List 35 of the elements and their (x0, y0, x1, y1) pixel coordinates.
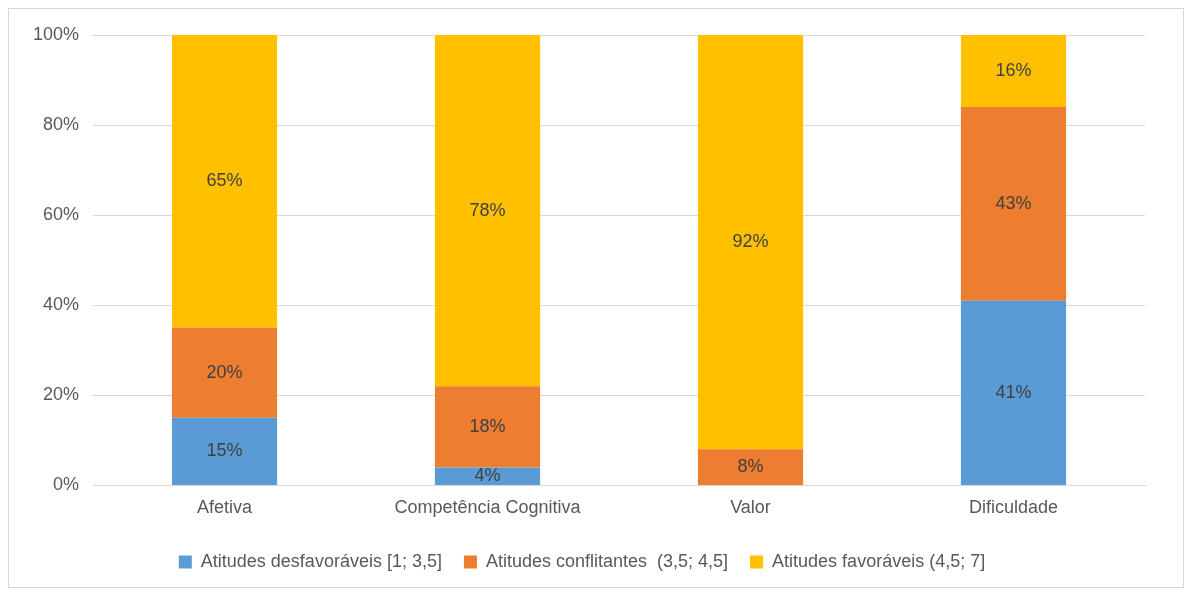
data-label: 65% (206, 170, 243, 191)
data-label: 15% (206, 440, 243, 461)
y-tick-label: 20% (43, 384, 80, 405)
bar (434, 386, 541, 468)
data-label: 16% (995, 60, 1032, 80)
bar (960, 35, 1067, 108)
y-tick-label: 80% (43, 114, 80, 135)
bar (697, 35, 804, 450)
x-tick-label: Valor (730, 497, 771, 518)
data-label: 43% (995, 192, 1032, 213)
data-label: 20% (206, 361, 243, 382)
bar (434, 467, 541, 485)
y-tick-label: 0% (53, 474, 80, 495)
bar (171, 417, 278, 485)
data-label: 8% (737, 456, 764, 477)
bar (960, 300, 1067, 485)
data-label: 4% (474, 465, 501, 486)
data-label: 41% (995, 381, 1032, 402)
bar (697, 449, 804, 485)
bar (960, 107, 1067, 301)
data-label: 78% (469, 199, 506, 220)
x-tick-label: Afetiva (197, 497, 254, 518)
x-tick-label: Competência Cognitiva (394, 497, 582, 518)
data-label: 18% (469, 415, 506, 436)
legend-label: Atitudes conflitantes (3,5; 4,5] (485, 550, 729, 571)
legend-label: Atitudes favoráveis (4,5; 7] (772, 550, 986, 571)
bar (171, 35, 278, 328)
x-tick-label: Dificuldade (968, 497, 1059, 518)
bar (171, 327, 278, 418)
data-label: 92% (732, 231, 769, 252)
y-tick-label: 40% (43, 294, 80, 315)
y-tick-label: 100% (32, 23, 80, 44)
y-tick-label: 60% (43, 204, 80, 225)
bar (434, 35, 541, 387)
legend-label: Atitudes desfavoráveis [1; 3,5] (200, 550, 442, 571)
